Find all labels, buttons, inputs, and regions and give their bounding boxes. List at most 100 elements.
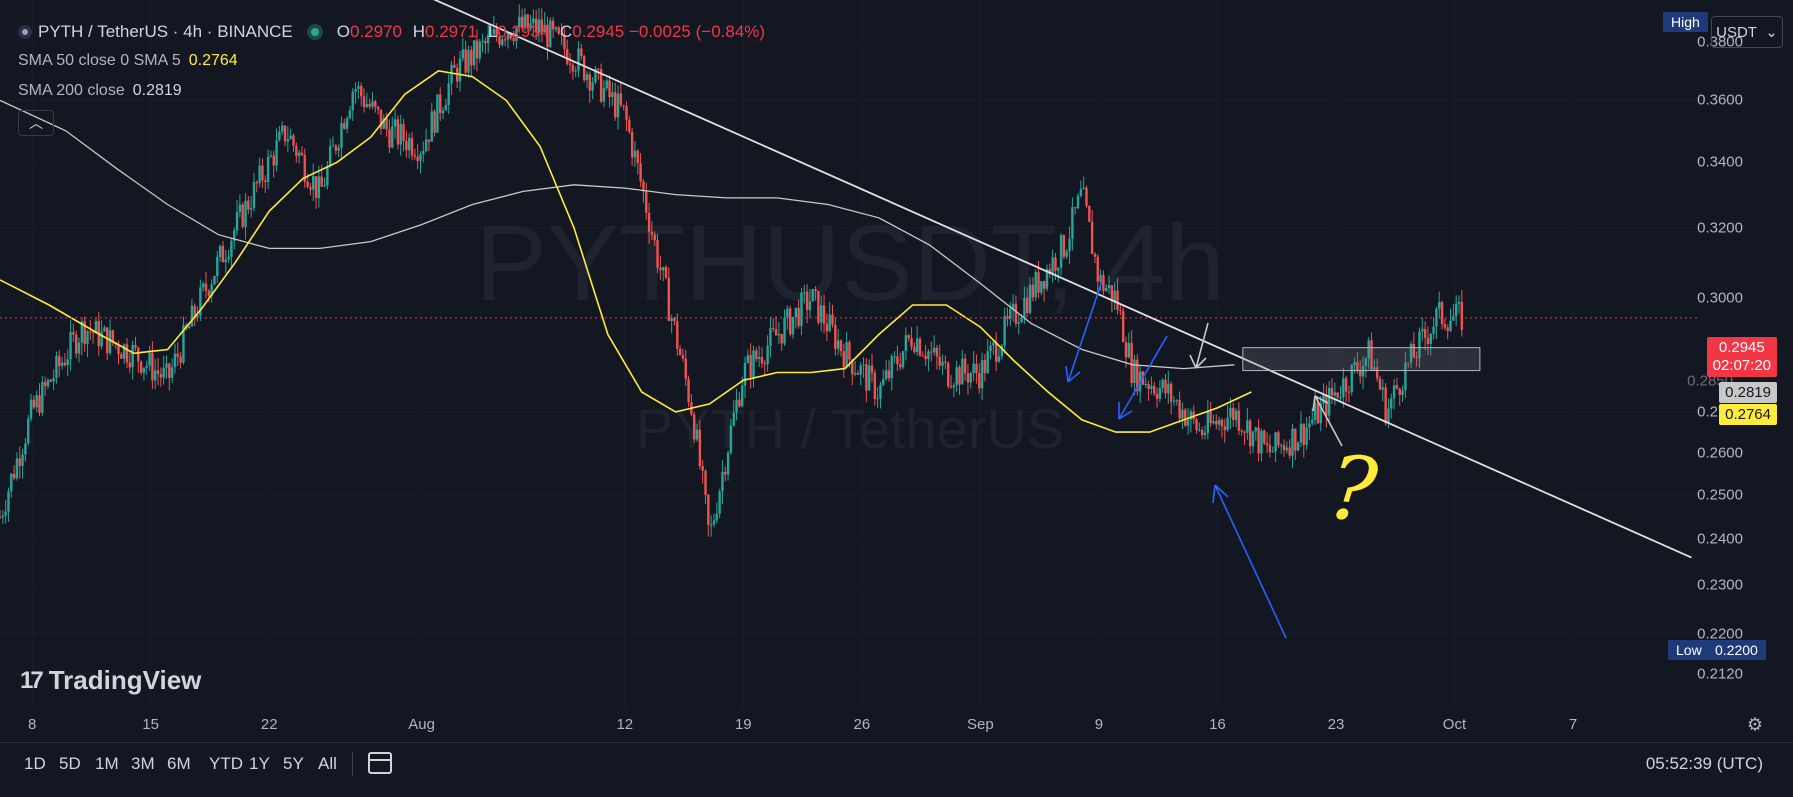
candle-body [4,511,7,516]
candle-body [258,165,261,184]
candle-body [506,32,510,40]
candle-body [416,156,419,161]
candle-body [450,64,453,84]
candle-body [309,187,312,190]
gear-icon[interactable]: ⚙ [1746,714,1763,735]
candle-body [611,92,614,98]
sma200-legend[interactable]: SMA 200 close 0.2819 [18,82,182,99]
candle-body [870,365,874,373]
currency-select[interactable]: USDT ⌄ [1711,16,1783,48]
candle-body [487,34,490,44]
candle-body [472,40,476,66]
candle-body [199,287,202,316]
candle-body [439,94,442,114]
candle-body [554,27,558,30]
candle-body [805,291,809,311]
candle-body [695,429,699,440]
candle-body [834,324,837,349]
candle-body [1257,427,1260,454]
candle-body [1107,285,1111,288]
candle-body [949,386,953,388]
candle-body [1449,320,1452,331]
collapse-legend-button[interactable]: ︿ [18,110,54,136]
go-to-date-calendar-icon[interactable] [368,752,392,774]
candle-body [300,152,304,155]
pyth-logo-icon [18,25,32,39]
candle-body [989,345,992,352]
timeframe-5d[interactable]: 5D [59,754,81,773]
candle-body [537,19,541,33]
candle-body [845,342,848,368]
sma50-legend[interactable]: SMA 50 close 0 SMA 5 0.2764 [18,52,238,69]
candle-body [786,308,789,318]
candle-body [419,154,422,161]
candle-body [1045,269,1049,289]
candle-body [484,41,487,44]
timeframe-1m[interactable]: 1M [95,754,119,773]
candle-body [72,332,75,335]
candle-body [269,155,273,157]
candle-body [413,155,417,157]
price-tick-label: 0.2120 [1697,665,1743,683]
candle-body [738,399,741,407]
candle-body [811,289,814,302]
candle-body [647,212,651,232]
candle-body [1299,423,1303,443]
time-tick-label: 9 [1094,716,1104,733]
candle-body [879,384,882,399]
candle-body [1014,303,1018,324]
symbol-title[interactable]: PYTH / TetherUS · 4h · BINANCE [38,22,293,41]
timeframe-all[interactable]: All [318,754,337,773]
candle-body [326,165,329,186]
candle-body [1440,301,1444,325]
candle-body [365,103,369,107]
candle-body [1195,419,1198,431]
candle-body [303,154,306,182]
candle-body [1367,340,1370,359]
candle-body [1034,272,1037,298]
candle-body [1076,195,1080,209]
timeframe-1d[interactable]: 1D [24,754,46,773]
candle-body [444,105,448,111]
candle-body [1370,340,1373,371]
time-tick-label: 19 [734,716,752,733]
candle-body [808,301,812,311]
candle-body [266,156,270,183]
price-tick-label: 0.3800 [1697,33,1743,51]
time-tick-label: 23 [1327,716,1345,733]
timeframe-ytd[interactable]: YTD [209,754,243,773]
timeframe-5y[interactable]: 5Y [283,754,304,773]
candle-body [1217,419,1221,425]
candle-body [1209,411,1212,424]
candle-body [797,307,800,326]
candle-body [822,305,826,324]
timeframe-1y[interactable]: 1Y [249,754,270,773]
candle-body [1347,391,1351,393]
candle-body [1423,329,1427,338]
candle-body [1454,303,1458,317]
timeframe-6m[interactable]: 6M [167,754,191,773]
candle-body [1404,362,1407,391]
candle-body [1248,420,1252,447]
candle-body [281,125,284,132]
candle-body [1198,429,1201,431]
candle-body [983,359,987,374]
candle-body [131,345,134,368]
candle-body [836,340,840,349]
candle-body [24,443,27,455]
candle-body [1161,379,1164,388]
candle-body [681,354,685,359]
candle-body [896,356,899,365]
candle-body [820,305,823,323]
candle-body [1364,358,1368,367]
candle-body [1392,385,1396,399]
candle-body [839,340,843,352]
candle-body [323,185,326,187]
utc-clock[interactable]: 05:52:39 (UTC) [1645,754,1763,773]
candle-body [422,151,425,155]
candle-body [10,473,13,492]
price-tick-label: 0.3400 [1697,153,1743,171]
timeframe-3m[interactable]: 3M [131,754,155,773]
candle-body [622,105,625,107]
